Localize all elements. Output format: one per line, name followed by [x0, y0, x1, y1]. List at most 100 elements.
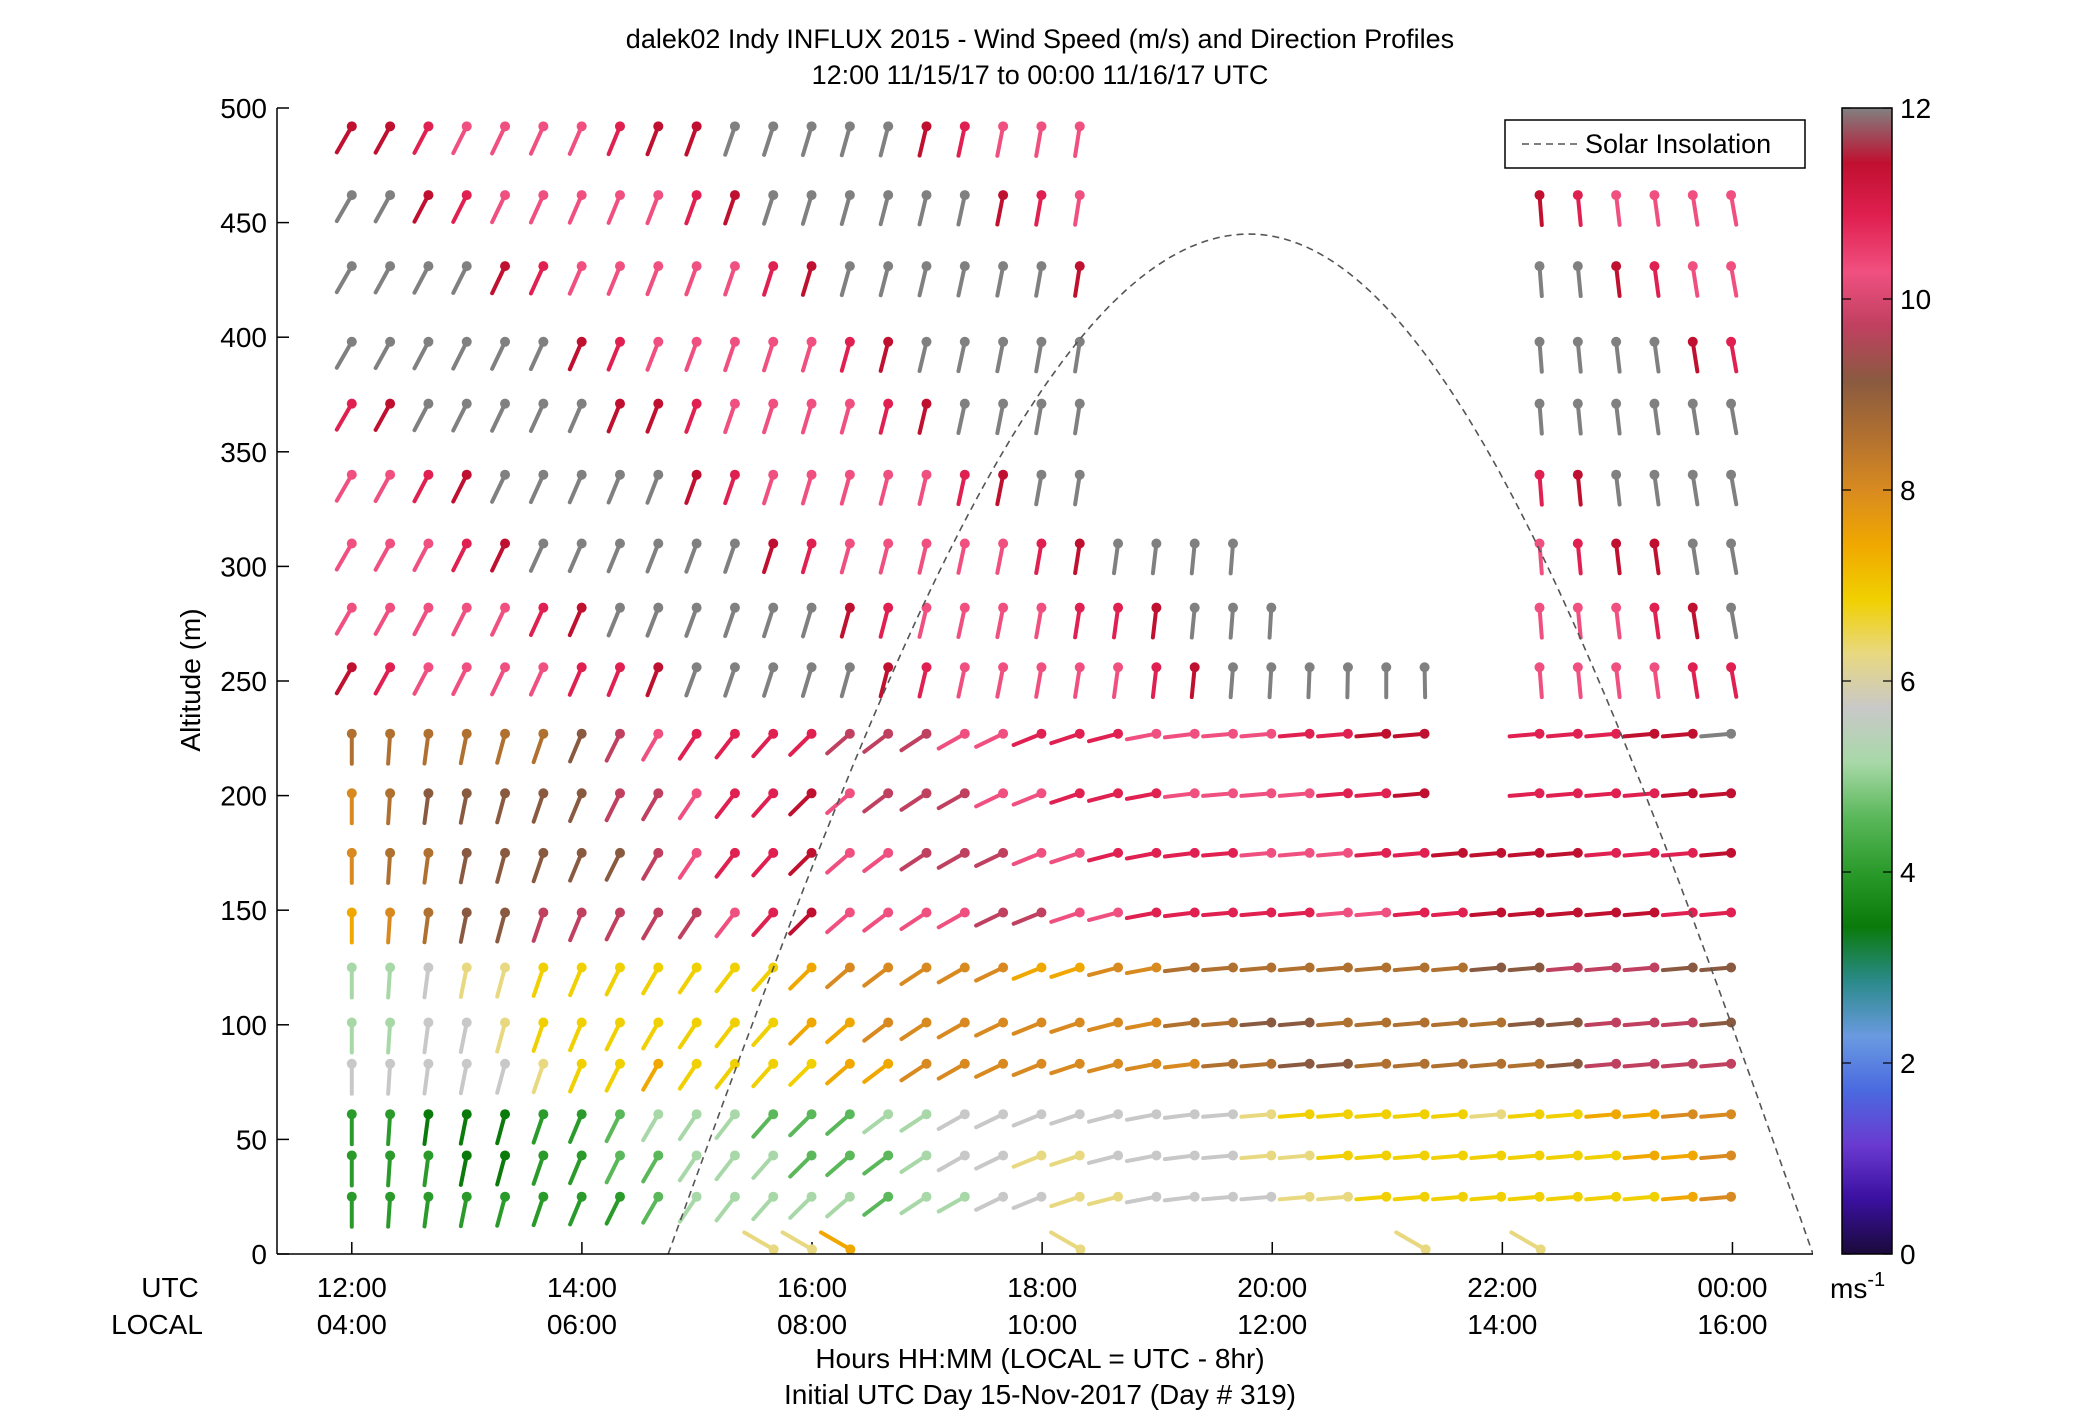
wind-barb-point [921, 662, 932, 673]
wind-barb-tail [451, 124, 469, 156]
wind-barb-tail [334, 401, 354, 432]
wind-barb-point [1036, 1191, 1047, 1202]
wind-barb-point [1189, 1150, 1200, 1161]
wind-barb-point [1611, 398, 1622, 409]
wind-barb-point [1726, 1191, 1737, 1202]
wind-barb-tail [567, 193, 584, 225]
wind-barb-tail [956, 541, 967, 575]
wind-barb-tail [1537, 339, 1544, 374]
wind-barb-point [653, 662, 664, 673]
wind-barb-point [385, 662, 396, 673]
wind-barb-point [500, 1058, 511, 1069]
wind-barb-point [1611, 962, 1622, 973]
wind-barb-point [1074, 602, 1085, 613]
x-row-label-local: LOCAL [111, 1309, 203, 1340]
wind-barb-point [346, 602, 357, 613]
y-tick-label: 350 [220, 437, 267, 468]
y-tick-label: 450 [220, 208, 267, 239]
wind-barb-point [1266, 1150, 1277, 1161]
wind-barb-point [346, 962, 357, 973]
wind-barb-point [1074, 962, 1085, 973]
wind-barb-tail [528, 472, 546, 505]
wind-barb-point [385, 261, 396, 272]
wind-barb-tail [762, 472, 776, 506]
x-axis: 12:00 04:00 14:00 06:00 16:00 08:00 18:00 10:00… [317, 1242, 1767, 1340]
wind-barb-point [1726, 261, 1737, 272]
wind-barb-point [729, 190, 740, 201]
wind-barb-point [1151, 1017, 1162, 1028]
wind-barb-point [1496, 907, 1507, 918]
wind-barb-point [1419, 962, 1430, 973]
wind-barb-point [998, 190, 1009, 201]
wind-barb-point [576, 728, 587, 739]
wind-barb-point [385, 907, 396, 918]
wind-barb-point [768, 190, 779, 201]
wind-barb-tail [1124, 791, 1159, 801]
wind-barb-point [1113, 1150, 1124, 1161]
wind-barb-point [1036, 907, 1047, 918]
wind-barb-point [807, 1244, 818, 1254]
wind-barb-point [653, 1017, 664, 1028]
colorbar-tick-label: 0 [1900, 1239, 1916, 1270]
wind-barb-point [1649, 602, 1660, 613]
wind-barb-tail [936, 910, 967, 930]
wind-barb-point [1726, 538, 1737, 549]
wind-barb-point [346, 336, 357, 347]
wind-barb-point [921, 728, 932, 739]
wind-barb-point [1649, 538, 1660, 549]
wind-barb-point [691, 190, 702, 201]
wind-barb-tail [1049, 965, 1082, 979]
wind-barb-tail [714, 850, 737, 879]
wind-barb-point [959, 190, 970, 201]
wind-barb-point [768, 662, 779, 673]
wind-barb-tail [762, 264, 776, 297]
colorbar-unit: ms-1 [1830, 1269, 1885, 1304]
wind-barb-tail [1073, 541, 1082, 576]
wind-barb-tail [606, 339, 622, 372]
wind-barb-point [921, 847, 932, 858]
wind-barb-point [385, 336, 396, 347]
wind-barb-point [691, 121, 702, 132]
wind-barb-point [959, 1191, 970, 1202]
wind-barb-tail [1087, 1061, 1121, 1074]
wind-barb-point [1687, 336, 1698, 347]
wind-barb-point [1687, 1058, 1698, 1069]
wind-barb-point [576, 1191, 587, 1202]
wind-barb-tail [714, 1020, 737, 1049]
wind-barb-tail [762, 401, 776, 435]
wind-barb-point [385, 190, 396, 201]
wind-barb-point [883, 662, 894, 673]
wind-barb-point [1419, 907, 1430, 918]
wind-barb-point [1726, 788, 1737, 799]
wind-barb-point [1687, 469, 1698, 480]
wind-barb-tail [684, 193, 699, 226]
wind-barb-point [844, 336, 855, 347]
wind-barb-tail [1537, 541, 1544, 576]
wind-barb-point [768, 1150, 779, 1161]
wind-barb-point [614, 602, 625, 613]
wind-barb-tail [899, 1112, 929, 1133]
wind-barb-point [500, 1109, 511, 1120]
y-tick-label: 150 [220, 895, 267, 926]
wind-barb-point [806, 190, 817, 201]
wind-barb-point [921, 1058, 932, 1069]
wind-barb-point [1457, 1058, 1468, 1069]
wind-barb-point [1687, 788, 1698, 799]
y-tick-label: 100 [220, 1010, 267, 1041]
wind-barb-point [998, 1058, 1009, 1069]
wind-barb-tail [788, 1061, 814, 1087]
wind-barb-point [883, 538, 894, 549]
wind-barb-point [729, 728, 740, 739]
wind-barb-tail [1690, 339, 1700, 374]
wind-barb-point [653, 190, 664, 201]
wind-barb-point [538, 1058, 549, 1069]
wind-barb-tail [495, 1153, 508, 1187]
wind-barb-tail [762, 541, 776, 575]
wind-barb-point [998, 121, 1009, 132]
wind-barb-point [653, 121, 664, 132]
wind-barb-point [653, 469, 664, 480]
wind-barb-tail [1652, 541, 1661, 576]
wind-barb-tail [1034, 124, 1044, 158]
wind-barb-tail [818, 1230, 853, 1252]
wind-barb-point [1687, 190, 1698, 201]
